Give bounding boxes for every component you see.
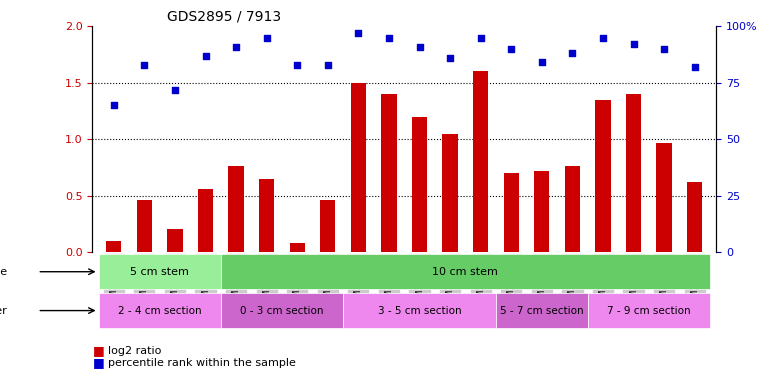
Point	[597, 34, 609, 40]
Text: 10 cm stem: 10 cm stem	[433, 267, 498, 277]
Point	[199, 53, 212, 58]
FancyBboxPatch shape	[496, 293, 588, 328]
Point	[352, 30, 364, 36]
Point	[108, 102, 120, 108]
Text: 7 - 9 cm section: 7 - 9 cm section	[607, 306, 691, 316]
Text: 3 - 5 cm section: 3 - 5 cm section	[378, 306, 461, 316]
Text: GDS2895 / 7913: GDS2895 / 7913	[167, 10, 281, 24]
Bar	[167, 228, 182, 252]
Point	[658, 46, 671, 52]
FancyBboxPatch shape	[99, 254, 221, 289]
Text: 0 - 3 cm section: 0 - 3 cm section	[240, 306, 323, 316]
FancyBboxPatch shape	[343, 293, 496, 328]
Bar	[320, 200, 336, 252]
Text: 5 - 7 cm section: 5 - 7 cm section	[500, 306, 584, 316]
Bar	[412, 117, 427, 252]
Bar	[626, 94, 641, 252]
Point	[322, 62, 334, 68]
Point	[291, 62, 303, 68]
Point	[505, 46, 517, 52]
Text: ■: ■	[92, 356, 104, 369]
Point	[169, 87, 181, 93]
Bar	[290, 243, 305, 252]
FancyBboxPatch shape	[221, 254, 710, 289]
Bar	[106, 241, 122, 252]
FancyBboxPatch shape	[99, 293, 221, 328]
Bar	[687, 182, 702, 252]
Text: percentile rank within the sample: percentile rank within the sample	[108, 358, 296, 368]
Text: other: other	[0, 306, 7, 316]
Point	[383, 34, 395, 40]
Text: development stage: development stage	[0, 267, 7, 277]
Bar	[198, 189, 213, 252]
Bar	[534, 171, 550, 252]
FancyBboxPatch shape	[221, 293, 343, 328]
FancyBboxPatch shape	[588, 293, 710, 328]
Bar	[595, 100, 611, 252]
Point	[139, 62, 151, 68]
Bar	[564, 166, 580, 252]
Point	[688, 64, 701, 70]
Text: 5 cm stem: 5 cm stem	[130, 267, 189, 277]
Bar	[657, 142, 671, 252]
Text: ■: ■	[92, 344, 104, 357]
Point	[444, 55, 457, 61]
Bar	[381, 94, 397, 252]
Point	[536, 59, 548, 65]
Text: 2 - 4 cm section: 2 - 4 cm section	[118, 306, 202, 316]
Bar	[229, 166, 244, 252]
Point	[628, 41, 640, 47]
Bar	[473, 72, 488, 252]
Point	[260, 34, 273, 40]
Bar	[443, 134, 457, 252]
Bar	[259, 179, 274, 252]
Point	[230, 44, 243, 50]
Bar	[137, 200, 152, 252]
Bar	[351, 83, 366, 252]
Point	[413, 44, 426, 50]
Point	[474, 34, 487, 40]
Bar	[504, 173, 519, 252]
Point	[566, 50, 578, 56]
Text: log2 ratio: log2 ratio	[108, 346, 161, 356]
